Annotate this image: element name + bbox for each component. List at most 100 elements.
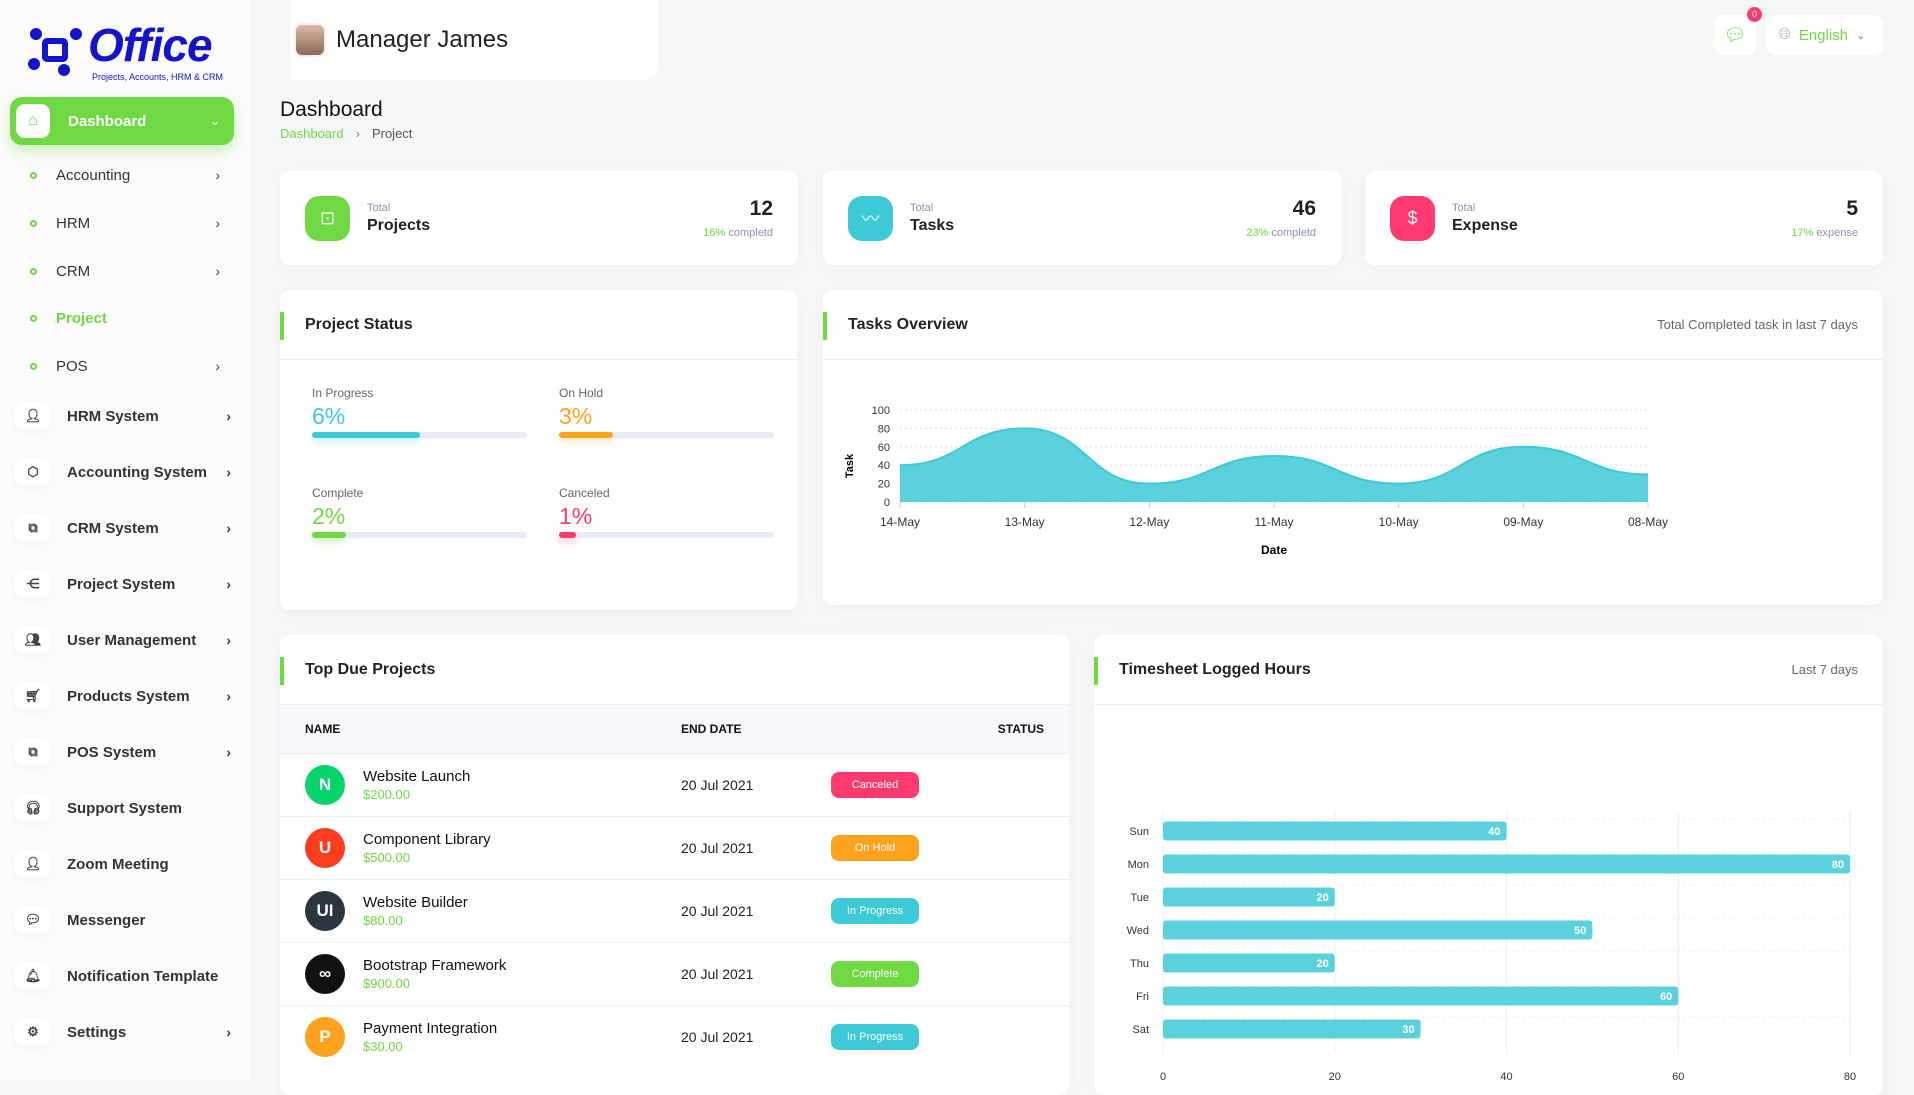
- x-tick-label: 20: [1329, 1071, 1341, 1083]
- x-axis-label: Date: [1261, 543, 1287, 557]
- stat-suffix: expense: [1816, 227, 1858, 239]
- data-label: 20: [1317, 892, 1329, 904]
- y-axis-label: Task: [844, 453, 856, 478]
- sidebar-subitem-project[interactable]: Project: [30, 303, 220, 333]
- project-name[interactable]: Website Launch: [363, 768, 470, 785]
- sidebar-item-zoom-meeting[interactable]: 👤︎Zoom Meeting: [15, 844, 245, 884]
- project-name[interactable]: Bootstrap Framework: [363, 957, 506, 974]
- status-on-hold: On Hold 3%: [559, 386, 774, 438]
- stat-label-top: Total: [910, 202, 954, 214]
- stat-suffix: completd: [1271, 227, 1316, 239]
- status-label: Canceled: [559, 486, 774, 500]
- status-badge: Canceled: [831, 772, 919, 798]
- x-tick-label: 80: [1844, 1071, 1856, 1083]
- sidebar-subitem-label: POS: [56, 358, 215, 375]
- x-tick-label: 13-May: [1005, 515, 1045, 529]
- data-label: 50: [1574, 925, 1586, 937]
- sidebar-item-notification-template[interactable]: 🔔︎ Notification Template: [15, 956, 245, 996]
- stat-label-top: Total: [367, 202, 430, 214]
- user-profile[interactable]: Manager James: [290, 0, 658, 80]
- chevron-right-icon: ›: [226, 576, 231, 592]
- area-series: [900, 428, 1648, 502]
- notification-icon: 🔔︎: [15, 962, 51, 990]
- x-tick-label: 08-May: [1628, 515, 1668, 529]
- language-selector[interactable]: 🌐︎ English ⌄: [1766, 15, 1883, 55]
- headphones-icon: 🎧︎: [15, 794, 51, 822]
- sidebar-item-hrm-system[interactable]: 👤︎HRM System›: [15, 396, 245, 436]
- stat-label-top: Total: [1452, 202, 1518, 214]
- bar: [1163, 1020, 1421, 1039]
- chevron-right-icon: ›: [215, 358, 220, 374]
- status-value: 1%: [559, 503, 774, 530]
- user-icon: 👤︎: [15, 402, 51, 430]
- chevron-down-icon: ⌄: [210, 114, 220, 128]
- sidebar-item-user-management[interactable]: 👥︎User Management›: [15, 620, 245, 660]
- logo[interactable]: Office Projects, Accounts, HRM & CRM: [28, 22, 233, 84]
- sidebar-subitem-pos[interactable]: POS›: [30, 351, 220, 381]
- y-tick-label: Sun: [1129, 826, 1149, 838]
- project-name[interactable]: Payment Integration: [363, 1020, 497, 1037]
- table-row[interactable]: ∞Bootstrap Framework$900.00 20 Jul 2021 …: [280, 942, 1069, 1005]
- sidebar-item-settings[interactable]: ⚙︎Settings›: [15, 1012, 245, 1052]
- sidebar-subitem-label: Project: [56, 310, 220, 327]
- sidebar-item-project-system[interactable]: ⋲︎Project System›: [15, 564, 245, 604]
- sidebar-item-pos-system[interactable]: ⧉︎POS System›: [15, 732, 245, 772]
- sidebar-subitem-hrm[interactable]: HRM›: [30, 208, 220, 238]
- project-price: $30.00: [363, 1039, 497, 1054]
- sidebar-item-messenger[interactable]: 💬︎Messenger: [15, 900, 245, 940]
- messages-button[interactable]: 💬︎ 0: [1714, 15, 1756, 55]
- project-name[interactable]: Component Library: [363, 831, 491, 848]
- share-icon: ⋲︎: [15, 570, 51, 598]
- chevron-right-icon: ›: [226, 520, 231, 536]
- sidebar-item-label: Messenger: [67, 912, 245, 929]
- y-tick-label: Sat: [1132, 1024, 1149, 1036]
- project-price: $500.00: [363, 850, 491, 865]
- bullet-icon: [30, 363, 37, 370]
- project-end-date: 20 Jul 2021: [681, 879, 839, 942]
- bar: [1163, 888, 1335, 907]
- x-tick-label: 12-May: [1129, 515, 1169, 529]
- x-tick-label: 60: [1672, 1071, 1684, 1083]
- status-complete: Complete 2%: [312, 486, 527, 538]
- stat-value: 5: [1791, 197, 1858, 221]
- sidebar-item-products-system[interactable]: 🛒︎Products System›: [15, 676, 245, 716]
- sidebar-item-label: Settings: [67, 1024, 220, 1041]
- project-logo-icon: P: [305, 1017, 345, 1057]
- home-icon: ⌂: [16, 104, 50, 138]
- sidebar-item-dashboard[interactable]: ⌂ Dashboard ⌄: [10, 97, 234, 145]
- sidebar: Office Projects, Accounts, HRM & CRM ⌂ D…: [0, 0, 250, 1080]
- project-end-date: 20 Jul 2021: [681, 1005, 839, 1068]
- x-tick-label: 11-May: [1254, 515, 1293, 529]
- card-subtitle: Last 7 days: [1792, 662, 1859, 677]
- sidebar-subitem-label: Accounting: [56, 167, 215, 184]
- sidebar-item-crm-system[interactable]: ⧉︎CRM System›: [15, 508, 245, 548]
- project-price: $900.00: [363, 976, 506, 991]
- chevron-right-icon: ›: [226, 464, 231, 480]
- stat-suffix: completd: [728, 227, 773, 239]
- card-title: Project Status: [305, 316, 413, 334]
- avatar: [294, 23, 326, 57]
- stat-percent: 16%: [703, 227, 725, 239]
- sidebar-item-accounting-system[interactable]: ⬡︎Accounting System›: [15, 452, 245, 492]
- progress-fill: [312, 532, 346, 538]
- breadcrumb-dashboard[interactable]: Dashboard: [280, 126, 344, 141]
- chevron-down-icon: ⌄: [1856, 29, 1865, 42]
- logo-mark-icon: [28, 26, 88, 76]
- sidebar-item-support-system[interactable]: 🎧︎Support System: [15, 788, 245, 828]
- sidebar-subitem-accounting[interactable]: Accounting›: [30, 160, 220, 190]
- project-logo-icon: UI: [305, 891, 345, 931]
- sidebar-subitem-crm[interactable]: CRM›: [30, 256, 220, 286]
- sidebar-item-label: Notification Template: [67, 968, 245, 985]
- project-name[interactable]: Website Builder: [363, 894, 468, 911]
- status-value: 6%: [312, 403, 527, 430]
- user-check-icon: 👤︎: [15, 850, 51, 878]
- status-badge: Complete: [831, 961, 919, 987]
